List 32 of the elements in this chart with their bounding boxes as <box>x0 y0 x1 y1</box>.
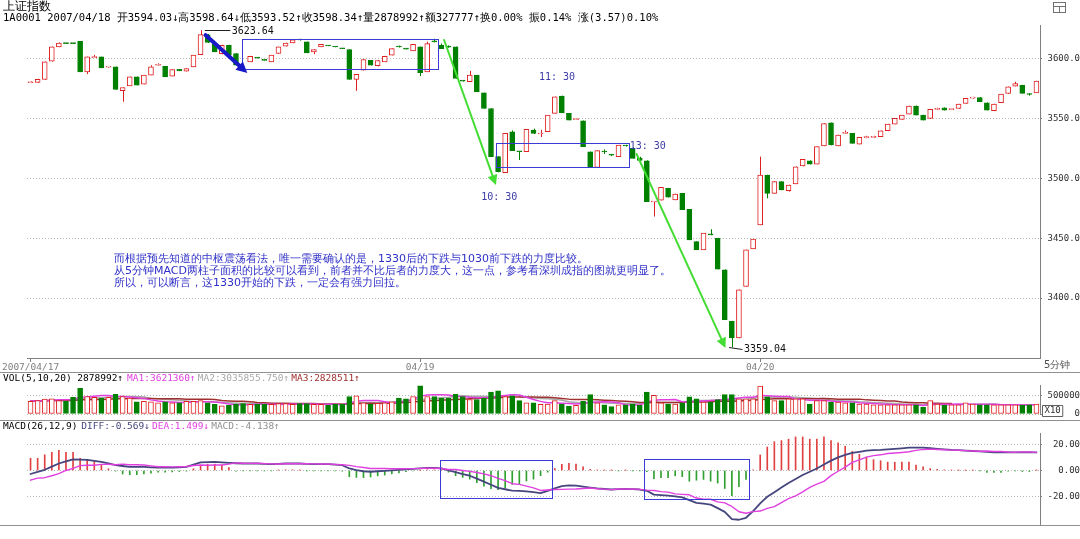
x-tick-label: 2007/04/17 <box>1 361 60 373</box>
x-tick-label: 04/19 <box>405 361 435 373</box>
annotation: 所以，可以断言，这1330开始的下跌，一定会有强力回拉。 <box>114 275 406 289</box>
chart-title: 上证指数 <box>3 0 51 14</box>
annotation: 3623.64 <box>231 24 274 36</box>
series-label: MA1:3621360↑ <box>127 372 196 384</box>
annotation: 从5分钟MACD两柱子面积的比较可以看到，前者并不比后者的力度大，这一点，参考看深圳成指的图就更明显了。 <box>114 263 671 277</box>
y-tick-label: -20.00 <box>1047 491 1080 502</box>
annotation: 3359.04 <box>743 342 787 354</box>
series-label: MA2:3035855.750↑ <box>197 372 290 384</box>
y-tick-label: 500000 <box>1047 389 1080 400</box>
chart-title: MACD(26,12,9) <box>3 420 78 432</box>
y-tick-label: 0 <box>1074 408 1080 419</box>
y-axis-title: X10 <box>1044 405 1061 416</box>
x-tick-label: 04/20 <box>745 361 775 373</box>
text: DEA:1.499↓ <box>151 420 210 432</box>
text: 5分钟 <box>1044 358 1071 370</box>
y-tick-label: 3450.0 <box>1047 232 1080 243</box>
annotation: 10: 30 <box>481 190 518 202</box>
y-tick-label: 3400.0 <box>1047 292 1080 303</box>
chart-title: VOL(5,10,20) 2878992↑ <box>3 372 124 384</box>
text: DIFF:-0.569↓ <box>81 420 150 432</box>
annotation: 13: 30 <box>629 139 666 151</box>
annotation: 而根据预先知道的中枢震荡看法，唯一需要确认的是，1330后的下跌与1030前下跌的力度比较。 <box>114 251 588 265</box>
text: MA3:2828511↑ <box>291 372 360 384</box>
y-tick-label: 3600.0 <box>1047 52 1080 63</box>
y-tick-label: 3550.0 <box>1047 112 1080 123</box>
y-tick-label: 0.00 <box>1058 464 1080 475</box>
y-tick-label: 20.00 <box>1052 438 1080 449</box>
text: MACD:-4.138↑ <box>211 420 280 432</box>
y-tick-label: 3500.0 <box>1047 172 1080 183</box>
annotation: 11: 30 <box>538 70 576 82</box>
